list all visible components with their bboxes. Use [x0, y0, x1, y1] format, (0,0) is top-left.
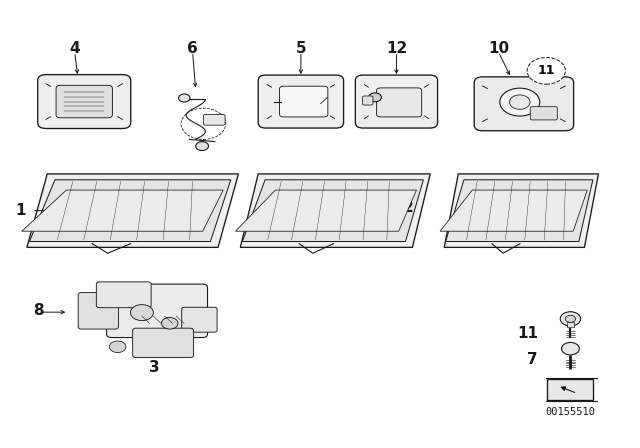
FancyBboxPatch shape	[531, 107, 557, 120]
Text: 12: 12	[386, 41, 407, 56]
Circle shape	[161, 318, 178, 329]
Polygon shape	[29, 180, 231, 241]
Polygon shape	[440, 190, 588, 231]
FancyBboxPatch shape	[97, 282, 151, 308]
Circle shape	[179, 94, 190, 102]
FancyBboxPatch shape	[38, 75, 131, 129]
FancyBboxPatch shape	[474, 77, 573, 131]
FancyBboxPatch shape	[280, 86, 328, 117]
Polygon shape	[444, 174, 598, 247]
Polygon shape	[22, 190, 223, 231]
Polygon shape	[236, 190, 417, 231]
FancyBboxPatch shape	[355, 75, 438, 128]
Text: 9: 9	[380, 215, 390, 231]
FancyBboxPatch shape	[566, 322, 574, 327]
FancyBboxPatch shape	[78, 293, 118, 329]
Text: 1: 1	[15, 203, 26, 218]
Polygon shape	[445, 180, 593, 241]
Text: 00155510: 00155510	[545, 407, 595, 417]
FancyBboxPatch shape	[56, 85, 113, 118]
FancyBboxPatch shape	[362, 96, 373, 105]
Text: 11: 11	[517, 326, 538, 340]
Circle shape	[561, 342, 579, 355]
Text: 2: 2	[403, 199, 413, 215]
Text: 4: 4	[69, 41, 80, 56]
Circle shape	[500, 88, 540, 116]
FancyBboxPatch shape	[132, 328, 193, 358]
Circle shape	[565, 315, 575, 323]
FancyBboxPatch shape	[258, 75, 344, 128]
Circle shape	[196, 142, 209, 151]
FancyBboxPatch shape	[182, 307, 217, 332]
Text: 11: 11	[538, 65, 555, 78]
Circle shape	[369, 93, 381, 102]
Text: 10: 10	[488, 41, 509, 56]
FancyBboxPatch shape	[204, 115, 225, 125]
Text: 6: 6	[187, 41, 198, 56]
Text: 5: 5	[296, 41, 306, 56]
Circle shape	[527, 57, 565, 84]
Circle shape	[109, 341, 126, 353]
Circle shape	[131, 305, 154, 321]
Polygon shape	[27, 174, 239, 247]
FancyBboxPatch shape	[106, 284, 207, 337]
Circle shape	[560, 312, 580, 326]
Circle shape	[509, 95, 530, 109]
Text: 3: 3	[149, 360, 159, 375]
Text: 8: 8	[33, 303, 44, 319]
Text: 7: 7	[527, 352, 538, 367]
Polygon shape	[241, 174, 430, 247]
FancyBboxPatch shape	[376, 88, 422, 117]
Polygon shape	[243, 180, 423, 241]
FancyBboxPatch shape	[547, 379, 593, 401]
